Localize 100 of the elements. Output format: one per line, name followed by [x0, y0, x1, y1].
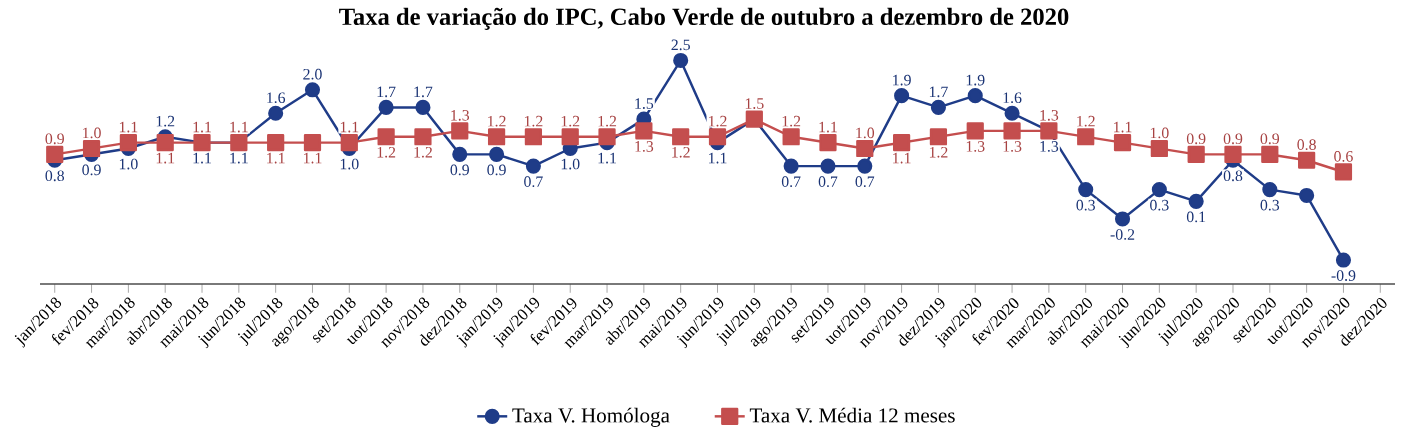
data-label: 1.9: [893, 74, 911, 86]
data-label: 1.7: [377, 86, 396, 98]
data-label: 1.2: [672, 146, 690, 158]
point: [1113, 134, 1132, 152]
point: [1188, 193, 1204, 209]
data-label: 1.7: [414, 86, 433, 98]
point: [856, 139, 874, 158]
data-label: 0.7: [781, 176, 801, 188]
data-label: 1.3: [1040, 110, 1059, 121]
point: [561, 128, 579, 146]
data-label: 1.3: [966, 141, 985, 152]
point: [966, 122, 984, 140]
point: [303, 134, 322, 152]
data-label: 2.5: [671, 39, 690, 51]
data-label: 0.7: [524, 176, 543, 188]
point: [489, 146, 505, 162]
data-label: 1.3: [635, 141, 654, 152]
data-label: 1.3: [451, 110, 470, 121]
data-label: 0.9: [487, 164, 506, 176]
point: [929, 128, 948, 146]
data-label: 1.1: [819, 121, 837, 133]
data-label: 0.8: [1297, 139, 1316, 151]
data-label: 1.1: [267, 152, 285, 164]
data-label: 1.2: [1077, 115, 1095, 127]
data-label: 1.1: [1114, 121, 1132, 133]
point: [894, 88, 910, 104]
point: [783, 158, 799, 174]
data-label: 0.9: [1223, 133, 1243, 145]
data-label: 1.2: [929, 146, 948, 158]
point: [452, 146, 468, 162]
data-label: 0.9: [450, 164, 469, 176]
point: [857, 158, 873, 174]
legend-label: Taxa V. Homóloga: [512, 407, 670, 427]
data-label: 1.1: [340, 121, 359, 133]
point: [598, 128, 616, 146]
point: [1298, 151, 1316, 169]
data-label: 0.3: [1150, 199, 1169, 211]
data-label: 0.6: [1334, 151, 1353, 162]
data-label: 1.5: [745, 98, 764, 109]
data-label: 1.1: [230, 121, 248, 133]
data-label: 0.7: [818, 176, 838, 188]
data-label: 0.9: [1186, 133, 1206, 145]
point: [1261, 145, 1279, 163]
data-label: 1.1: [598, 152, 616, 164]
point: [708, 128, 727, 146]
data-label: 0.1: [1186, 211, 1206, 223]
point: [487, 128, 506, 146]
data-label: 0.8: [1223, 170, 1243, 182]
data-label: 1.0: [83, 127, 101, 139]
point: [1335, 252, 1352, 268]
point: [415, 99, 431, 115]
data-label: 1.2: [156, 115, 175, 127]
data-label: 0.3: [1076, 199, 1095, 211]
point: [1299, 187, 1315, 204]
point: [268, 105, 284, 121]
data-label: 1.5: [635, 98, 654, 109]
data-label: 1.7: [929, 86, 948, 98]
point: [46, 145, 64, 163]
point: [377, 128, 395, 146]
data-label: 1.1: [119, 121, 138, 133]
data-label: 1.9: [966, 74, 985, 86]
data-label: 1.1: [303, 152, 322, 164]
data-label: 0.8: [45, 170, 65, 182]
data-label: 0.7: [855, 176, 875, 188]
data-label: 1.3: [1003, 141, 1022, 152]
data-label: 1.2: [561, 115, 580, 127]
point: [267, 134, 285, 152]
data-label: 1.2: [488, 115, 506, 127]
data-label: 1.2: [524, 115, 543, 127]
point: [156, 134, 174, 152]
data-label: 1.1: [893, 152, 911, 164]
data-label: 1.0: [1150, 127, 1169, 139]
data-label: 1.6: [1003, 92, 1022, 104]
data-label: 2.0: [303, 68, 322, 80]
data-label: 0.9: [82, 164, 101, 176]
point: [819, 134, 837, 152]
point: [524, 128, 543, 146]
point: [378, 99, 394, 115]
point: [930, 99, 946, 115]
data-label: 1.2: [598, 115, 617, 127]
data-label: 1.0: [119, 158, 138, 170]
point: [635, 122, 653, 140]
point: [1150, 139, 1168, 158]
point: [1078, 182, 1094, 198]
point: [525, 158, 541, 174]
data-label: 1.0: [340, 158, 359, 170]
point: [451, 122, 469, 140]
point: [82, 139, 101, 158]
data-label: 1.1: [156, 152, 175, 164]
point: [673, 52, 689, 68]
point: [820, 158, 836, 174]
point: [1077, 128, 1095, 146]
data-label: 1.2: [414, 146, 432, 158]
point: [1334, 163, 1353, 181]
data-label: 1.0: [561, 158, 580, 170]
data-label: 1.0: [856, 127, 875, 139]
point: [967, 88, 983, 104]
chart-title: Taxa de variação do IPC, Cabo Verde de outubro a dezembro de 2020: [339, 7, 1069, 30]
data-label: 1.1: [193, 152, 211, 164]
data-label: -0.9: [1331, 270, 1356, 281]
